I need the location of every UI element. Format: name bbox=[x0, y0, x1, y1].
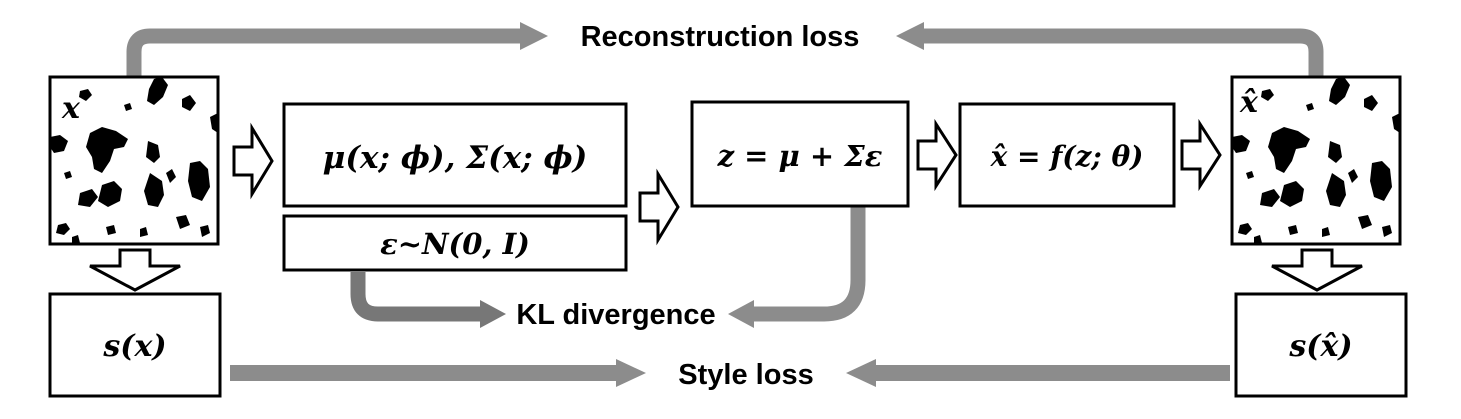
reconstruction-path-left bbox=[126, 28, 522, 80]
latent-formula: z = μ + Σε bbox=[717, 139, 883, 173]
style-output-box: s(x̂) bbox=[1234, 292, 1408, 398]
decoder-formula: x̂ = f(z; θ) bbox=[990, 140, 1144, 173]
style-loss-label: Style loss bbox=[678, 359, 813, 391]
noise-box: ε~N(0, I) bbox=[282, 214, 628, 272]
kl-arrowhead-left bbox=[728, 300, 754, 328]
style-output-formula: s(x̂) bbox=[1288, 329, 1352, 364]
encoder-formula: μ(x; ϕ), Σ(x; ϕ) bbox=[323, 140, 588, 176]
reconstruction-loss-label: Reconstruction loss bbox=[581, 21, 860, 53]
style-input-box: s(x) bbox=[48, 292, 222, 398]
kl-arrowhead-right bbox=[480, 300, 506, 328]
arrow-encoder-to-latent bbox=[638, 168, 680, 246]
reconstruction-path-right bbox=[922, 28, 1324, 80]
arrow-decoder-to-output bbox=[1180, 118, 1222, 192]
style-path-right bbox=[872, 365, 1230, 381]
flow-arrows bbox=[232, 118, 1222, 246]
arrow-latent-to-decoder bbox=[916, 118, 958, 192]
decoder-box: x̂ = f(z; θ) bbox=[958, 102, 1176, 208]
encoder-box: μ(x; ϕ), Σ(x; ϕ) bbox=[282, 102, 628, 208]
arrow-output-to-style bbox=[1271, 248, 1363, 292]
arrow-input-to-style bbox=[89, 248, 181, 292]
kl-divergence-label: KL divergence bbox=[516, 299, 715, 331]
down-arrows bbox=[89, 248, 1363, 292]
kl-path-left bbox=[350, 272, 482, 322]
reconstruction-arrowhead-right bbox=[520, 22, 548, 50]
output-image-label: x̂ bbox=[1239, 85, 1259, 120]
reconstruction-arrowhead-left bbox=[896, 22, 924, 50]
arrow-input-to-encoder bbox=[232, 122, 274, 200]
kl-loss-arrows bbox=[350, 206, 866, 328]
noise-formula: ε~N(0, I) bbox=[380, 227, 530, 261]
style-loss-arrows bbox=[230, 359, 1230, 387]
style-input-formula: s(x) bbox=[102, 329, 166, 364]
input-image-label: x bbox=[61, 91, 81, 126]
reconstruction-loss-arrows bbox=[126, 22, 1324, 80]
style-arrowhead-left bbox=[846, 359, 876, 387]
input-image: x bbox=[48, 75, 220, 246]
kl-path-right bbox=[752, 206, 866, 322]
style-path-left bbox=[230, 365, 620, 381]
output-image: x̂ bbox=[1230, 75, 1402, 246]
style-arrowhead-right bbox=[616, 359, 646, 387]
latent-box: z = μ + Σε bbox=[690, 100, 910, 208]
